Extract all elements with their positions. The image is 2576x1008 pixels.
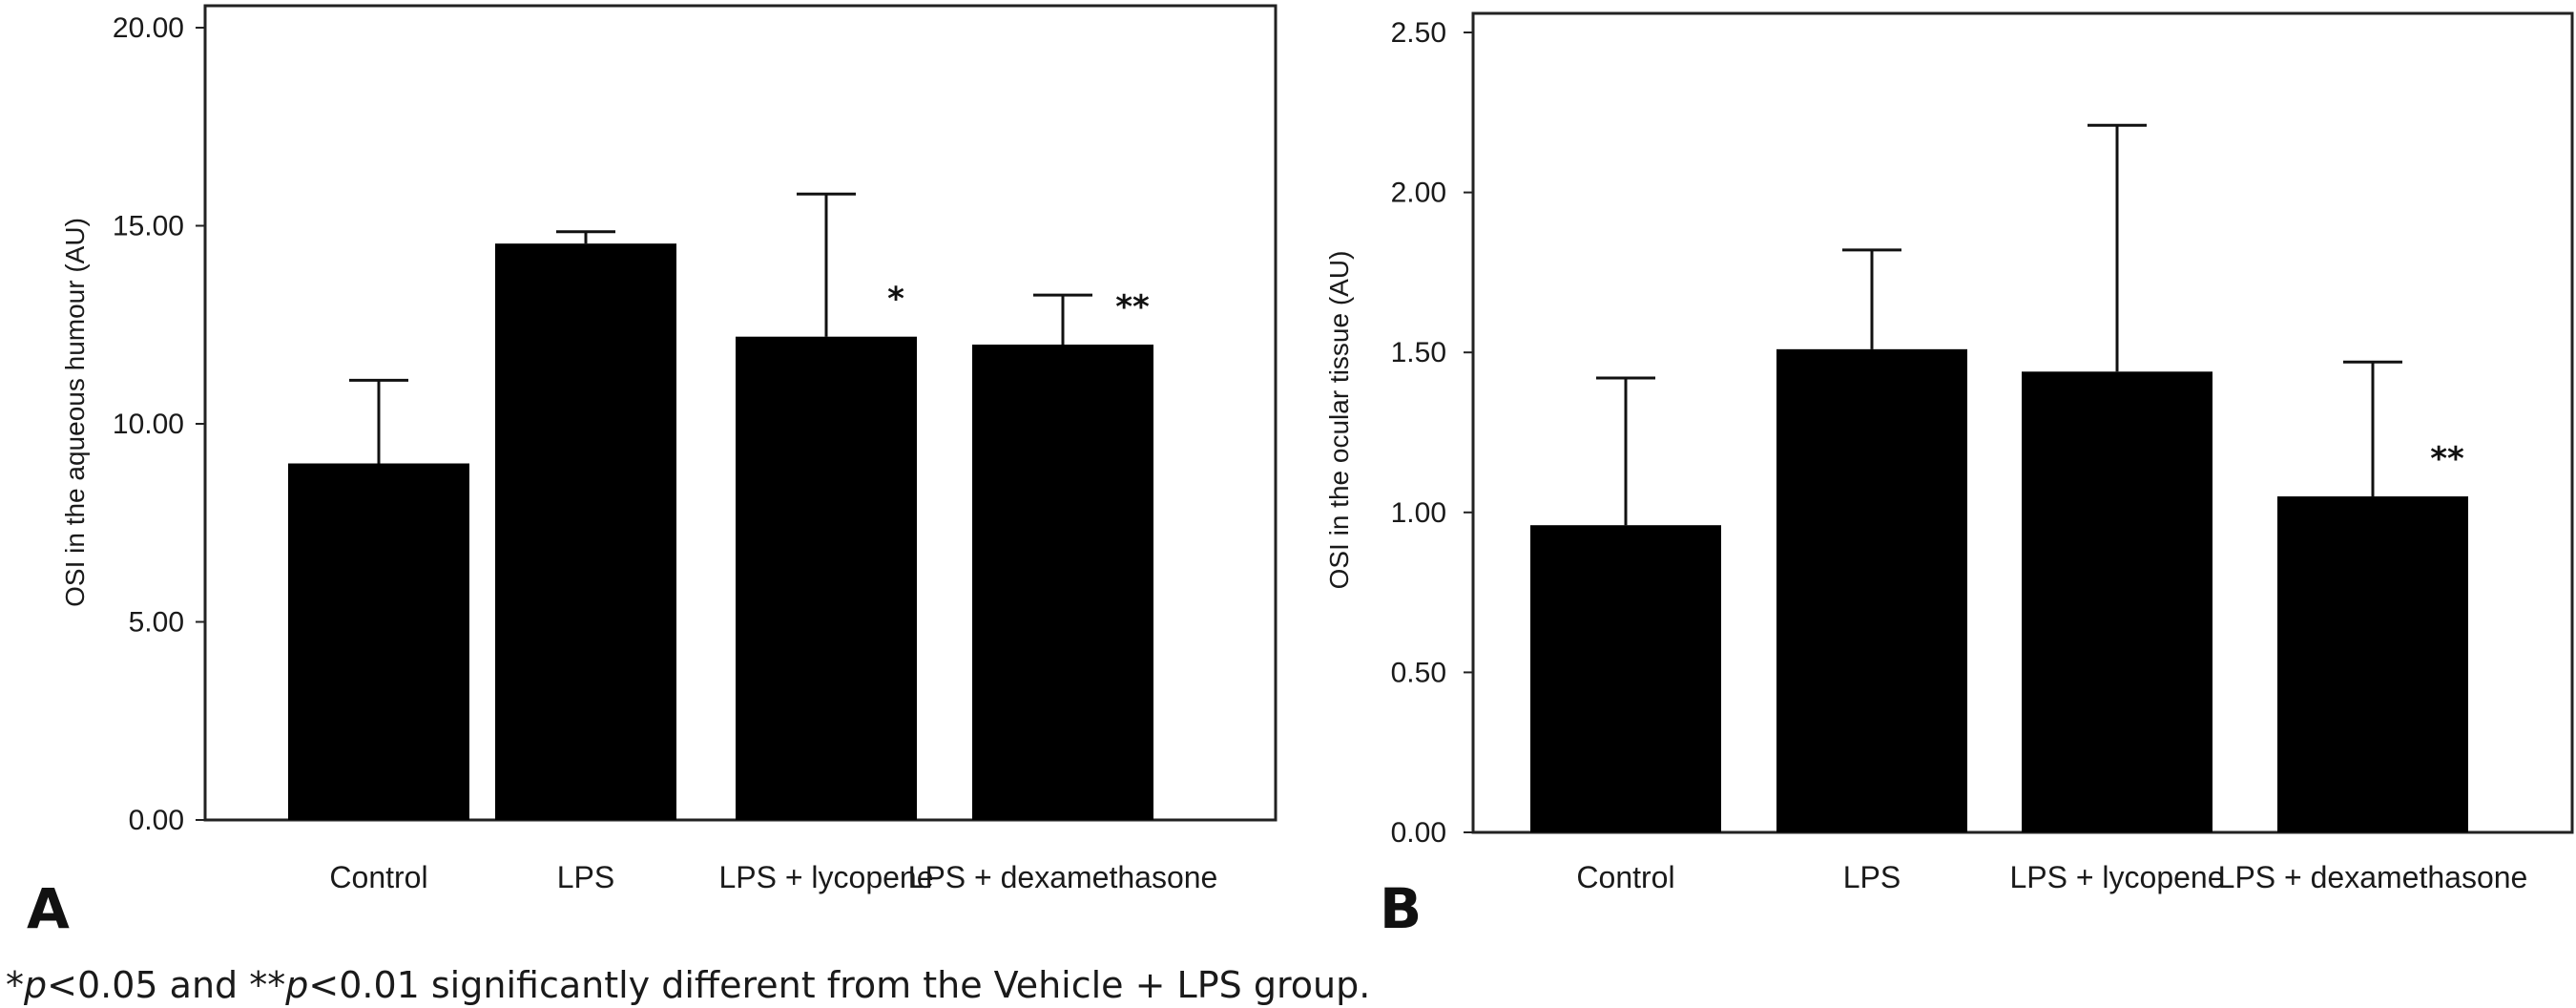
chart-b: 0.00 0.50 1.00 1.50 2.00 2.50 Control LPS LPS + … — [1324, 11, 2574, 941]
chart-a-category-label: LPS + lycopene — [718, 860, 933, 894]
panel-label-a: A — [27, 876, 70, 941]
panel-label-b: B — [1380, 876, 1422, 941]
chart-b-y-tick-label: 0.50 — [1391, 657, 1446, 688]
chart-a-y-tick-label: 5.00 — [129, 607, 184, 639]
chart-a-significance-marker: * — [887, 281, 904, 319]
chart-b-bar — [1776, 348, 1967, 832]
chart-b-y-tick-label: 0.00 — [1391, 817, 1446, 849]
chart-b-bar — [2022, 371, 2212, 832]
chart-a-bar — [495, 243, 676, 821]
chart-a-category-label: Control — [329, 860, 427, 894]
chart-a-bar — [288, 463, 469, 820]
chart-b-marks: 0.00 0.50 1.00 1.50 2.00 2.50 Control LPS LPS + … — [1391, 17, 2528, 894]
footnote-p2-var: p — [285, 964, 309, 1006]
chart-b-category-label: LPS — [1843, 860, 1901, 894]
chart-a-category-label: LPS + dexamethasone — [908, 860, 1218, 894]
chart-a-y-tick-label: 15.00 — [113, 211, 184, 242]
chart-b-bar — [2277, 496, 2468, 832]
chart-a-bar — [972, 345, 1153, 820]
chart-b-y-tick-label: 1.00 — [1391, 497, 1446, 529]
chart-a-y-tick-label: 20.00 — [113, 12, 184, 44]
chart-a-y-tick-label: 0.00 — [129, 805, 184, 836]
chart-a-bar — [736, 336, 917, 820]
chart-a-marks: 0.00 5.00 10.00 15.00 20.00 Control LPS LPS + l… — [113, 12, 1217, 894]
chart-b-bar — [1530, 525, 1721, 832]
chart-a-y-tick-label: 10.00 — [113, 409, 184, 440]
footnote-p1-rest: <0.05 and — [47, 964, 250, 1006]
chart-b-y-tick-label: 2.50 — [1391, 17, 1446, 49]
footnote: *p<0.05 and **p<0.01 significantly diffe… — [6, 964, 1370, 1006]
chart-b-category-label: LPS + dexamethasone — [2218, 860, 2528, 894]
chart-a-y-axis-label: OSI in the aqueous humour (AU) — [60, 218, 90, 607]
chart-a-category-label: LPS — [557, 860, 614, 894]
chart-b-category-label: Control — [1576, 860, 1674, 894]
chart-b-category-label: LPS + lycopene — [2009, 860, 2224, 894]
chart-a-significance-marker: ** — [1115, 288, 1150, 326]
footnote-p2-symbol: ** — [249, 964, 286, 1006]
footnote-p1-var: p — [24, 964, 48, 1006]
footnote-p2-rest: <0.01 significantly different from the V… — [308, 964, 1371, 1006]
chart-b-significance-marker: ** — [2430, 440, 2464, 478]
footnote-p1-symbol: * — [6, 964, 24, 1006]
chart-b-y-axis-label: OSI in the ocular tissue (AU) — [1324, 251, 1354, 590]
chart-b-y-tick-label: 2.00 — [1391, 178, 1446, 209]
chart-a: 0.00 5.00 10.00 15.00 20.00 Control LPS LPS + l… — [27, 4, 1278, 941]
chart-b-y-tick-label: 1.50 — [1391, 337, 1446, 368]
